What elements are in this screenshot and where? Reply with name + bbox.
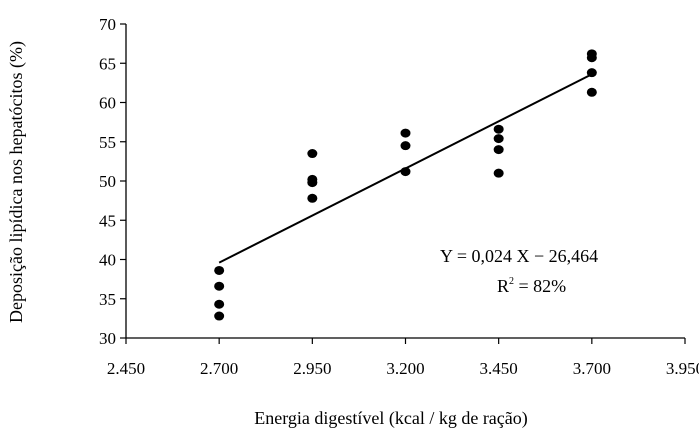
data-point bbox=[214, 265, 225, 275]
data-point bbox=[307, 149, 318, 159]
x-tick-label: 3.950 bbox=[666, 359, 699, 378]
y-tick-label: 50 bbox=[99, 172, 116, 191]
data-point bbox=[400, 141, 411, 151]
x-axis-label: Energia digestível (kcal / kg de ração) bbox=[254, 408, 528, 429]
x-tick-label: 3.450 bbox=[480, 359, 518, 378]
y-tick-label: 30 bbox=[99, 329, 116, 348]
y-axis-label: Deposição lipídica nos hepatócitos (%) bbox=[6, 41, 27, 323]
data-point bbox=[586, 68, 597, 78]
data-point bbox=[586, 53, 597, 63]
data-point bbox=[307, 193, 318, 203]
regression-equation: Y = 0,024 X − 26,464 bbox=[440, 246, 598, 266]
data-point bbox=[586, 87, 597, 97]
data-point bbox=[307, 178, 318, 188]
x-tick-label: 3.200 bbox=[386, 359, 424, 378]
data-point bbox=[493, 168, 504, 178]
y-tick-label: 60 bbox=[99, 94, 116, 113]
data-point bbox=[214, 311, 225, 321]
x-axis: 2.450 2.700 2.950 3.200 3.450 3.700 3.950 bbox=[107, 337, 699, 378]
x-tick-label: 3.700 bbox=[573, 359, 611, 378]
x-tick-label: 2.700 bbox=[200, 359, 238, 378]
points-layer bbox=[214, 49, 597, 321]
data-point bbox=[400, 167, 411, 177]
data-point bbox=[493, 145, 504, 155]
y-tick-label: 35 bbox=[99, 290, 116, 309]
data-point bbox=[400, 128, 411, 138]
data-point bbox=[493, 124, 504, 134]
data-point bbox=[214, 299, 225, 309]
y-tick-label: 40 bbox=[99, 251, 116, 270]
data-point bbox=[214, 281, 225, 291]
y-tick-label: 45 bbox=[99, 211, 116, 230]
y-tick-label: 70 bbox=[99, 15, 116, 34]
x-tick-label: 2.950 bbox=[293, 359, 331, 378]
y-tick-label: 55 bbox=[99, 133, 116, 152]
r-squared-annotation: R2 = 82% bbox=[497, 276, 566, 296]
y-axis: 30 35 40 45 50 55 60 65 70 bbox=[99, 15, 127, 348]
x-tick-label: 2.450 bbox=[107, 359, 145, 378]
y-tick-label: 65 bbox=[99, 54, 116, 73]
data-point bbox=[493, 134, 504, 144]
